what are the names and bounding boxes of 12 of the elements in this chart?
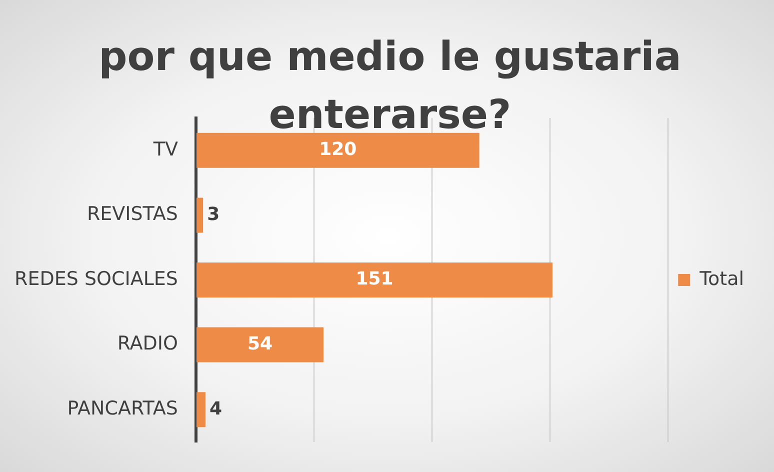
data-label: 54	[247, 333, 273, 354]
y-tick-label: REVISTAS	[86, 203, 178, 226]
y-tick-label: PANCARTAS	[67, 398, 178, 420]
data-label: 3	[207, 204, 220, 225]
y-tick-label: REDES SOCIALES	[14, 268, 178, 290]
data-label: 120	[319, 139, 357, 160]
data-label: 151	[356, 268, 394, 290]
chart-title: por que medio le gustaria enterarse?	[98, 34, 682, 138]
y-tick-label: RADIO	[117, 332, 178, 355]
legend-label: Total	[698, 268, 744, 290]
data-label: 4	[209, 398, 222, 420]
y-tick-label: TV	[152, 138, 178, 160]
